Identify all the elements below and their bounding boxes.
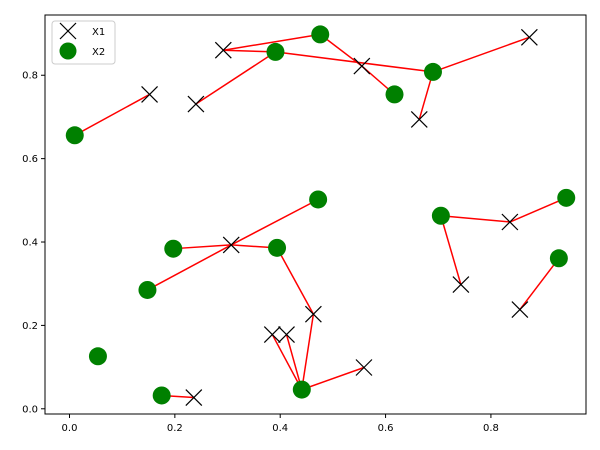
x1-point (355, 359, 373, 376)
x1-stroke (222, 236, 240, 254)
x2-point (152, 386, 171, 405)
x1-point (304, 305, 322, 323)
x2-point (65, 126, 84, 145)
link-line (301, 314, 315, 390)
x1-point (511, 301, 529, 318)
link-line (147, 244, 232, 291)
x2-point (138, 280, 157, 299)
x1-point (141, 86, 158, 103)
y-tick-label: 0.8 (22, 71, 38, 82)
link-line (285, 334, 303, 390)
link-line (275, 51, 434, 73)
x1-series-layer (141, 28, 538, 406)
x-tick-label: 0.4 (272, 423, 288, 434)
link-line (432, 36, 530, 73)
x-tick-label: 0.8 (483, 423, 499, 434)
link-line (519, 257, 560, 311)
x1-stroke (214, 41, 232, 59)
link-line (509, 197, 567, 223)
link-line (223, 33, 321, 51)
plot-frame (44, 14, 587, 415)
y-tick-label: 0.2 (22, 321, 38, 332)
link-line (440, 215, 510, 223)
x1-stroke (501, 213, 519, 231)
legend-x2-label: X2 (92, 47, 105, 58)
link-line (173, 244, 232, 250)
x1-point (353, 57, 371, 75)
x1-stroke (353, 57, 371, 75)
x1-stroke (511, 301, 529, 318)
x1-stroke (304, 305, 322, 323)
x-axis-ticks: 0.0 0.2 0.4 0.6 0.8 (62, 414, 499, 434)
x1-stroke (187, 95, 205, 113)
x1-point (410, 111, 428, 128)
link-line (276, 247, 315, 315)
link-line (301, 366, 365, 391)
x2-point (385, 85, 404, 104)
link-line (440, 215, 462, 285)
x-tick-label: 0.0 (62, 423, 78, 434)
x2-point (557, 188, 576, 207)
legend-box (51, 20, 116, 65)
x2-point (88, 347, 107, 366)
x1-point (222, 236, 240, 254)
x1-point (187, 95, 205, 113)
legend-x1-marker (59, 22, 77, 40)
x1-stroke (452, 276, 470, 293)
x2-point (309, 190, 328, 209)
x2-point (292, 380, 311, 399)
x2-series-layer (65, 25, 576, 405)
y-tick-label: 0.4 (22, 238, 38, 249)
x1-point (214, 41, 232, 59)
x1-point (520, 28, 538, 46)
x1-point (185, 389, 203, 406)
x-tick-label: 0.2 (167, 423, 183, 434)
x2-point (549, 249, 568, 268)
x2-point (431, 206, 450, 225)
x2-point (311, 25, 330, 44)
x1-stroke (520, 28, 538, 46)
legend: X1 X2 (51, 20, 116, 65)
x1-stroke (185, 389, 203, 406)
x2-point (423, 62, 442, 81)
x2-point (266, 42, 285, 61)
x1-point (452, 276, 470, 293)
x1-stroke (410, 111, 428, 128)
legend-x1-label: X1 (92, 27, 105, 38)
link-line (195, 51, 276, 105)
x1-stroke (141, 86, 158, 103)
x-tick-label: 0.6 (378, 423, 394, 434)
x1-stroke (263, 326, 281, 343)
y-axis-ticks: 0.0 0.2 0.4 0.6 0.8 (22, 71, 45, 415)
y-tick-label: 0.0 (22, 404, 38, 415)
legend-x2-marker (59, 42, 77, 60)
x1-stroke (355, 359, 373, 376)
x1-point (263, 326, 281, 343)
x1-point (501, 213, 519, 231)
x2-point (268, 238, 287, 257)
y-tick-label: 0.6 (22, 154, 38, 165)
x2-point (164, 239, 183, 258)
link-line (230, 198, 319, 246)
link-line (271, 334, 303, 390)
x1-point (278, 326, 295, 343)
link-line (74, 93, 150, 136)
x1-stroke (278, 326, 295, 343)
